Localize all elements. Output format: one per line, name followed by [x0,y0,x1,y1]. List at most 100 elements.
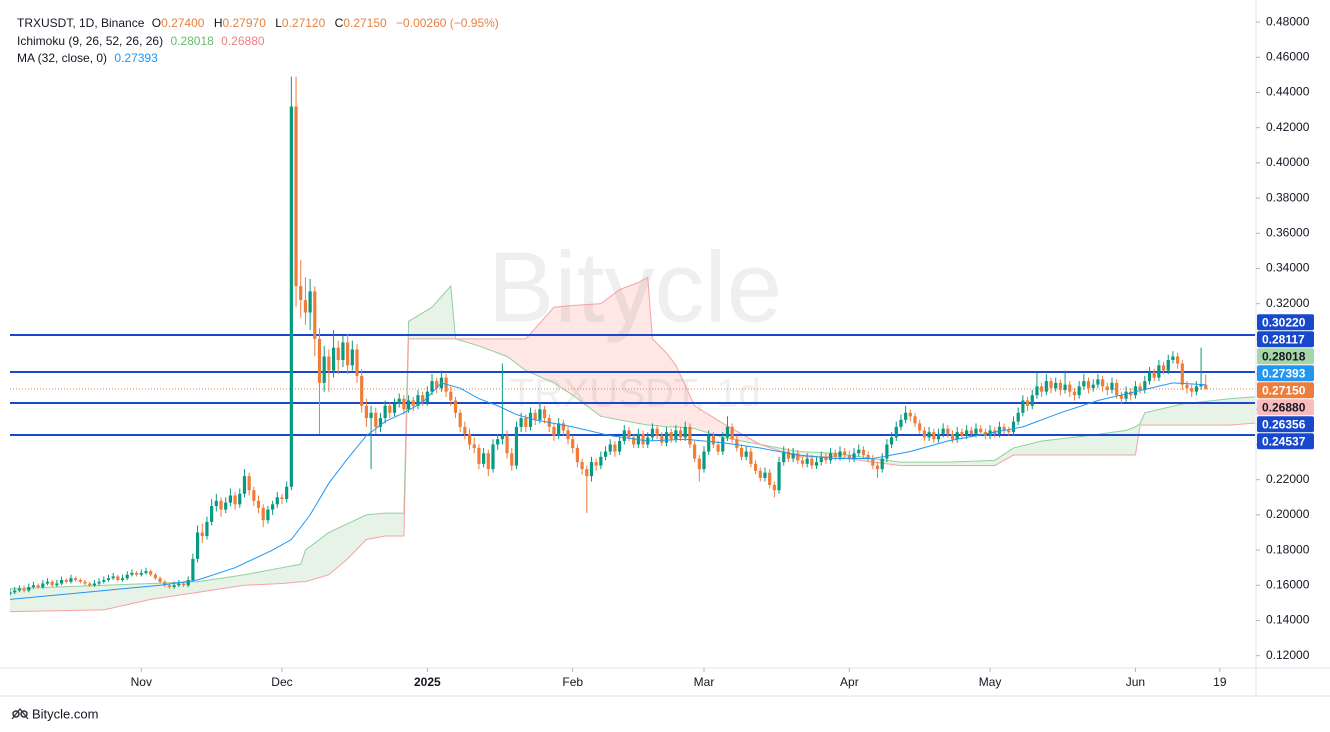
candle-body [697,458,701,470]
candle-body [322,356,326,383]
candle-body [41,583,45,588]
candle-body [589,462,594,477]
cloud-fill [10,585,104,612]
candle-body [369,412,373,419]
candle-body [411,400,415,406]
y-tick-label: 0.46000 [1266,49,1310,63]
candle-body [580,462,584,470]
candle-body [932,432,936,440]
indicator-name: MA (32, close, 0) [17,51,108,65]
candle-body [392,404,397,413]
candle-body [524,418,528,427]
candle-body [1030,395,1034,406]
candle-body [725,426,730,438]
candle-body [688,426,692,445]
y-tick-label: 0.36000 [1266,225,1310,239]
candle-body [847,455,851,459]
candle-body [83,581,87,584]
y-tick-label: 0.44000 [1266,85,1310,99]
candle-body [1049,381,1053,389]
candle-body [341,342,345,360]
price-tag-label: 0.30220 [1262,315,1306,329]
cloud-fill [366,513,386,540]
candle-body [1002,426,1006,431]
candle-body [327,356,331,371]
candle-body [674,430,678,440]
candle-body [805,458,809,464]
candle-body [1058,382,1062,390]
price-tag-label: 0.26880 [1262,400,1306,414]
candle-body [378,418,383,427]
time-axis: Nov Dec 2025 Feb Mar Apr May Jun 19 [131,668,1227,689]
candle-body [177,583,181,586]
candle-body [707,435,711,452]
candle-body [899,419,903,427]
price-tag [1257,331,1314,348]
candle-body [791,453,795,459]
candle-body [1124,391,1128,399]
cloud-fill [1182,398,1230,426]
candle-body [500,435,504,440]
price-tag [1257,382,1314,399]
candle-body [599,456,603,466]
candle-body [191,558,195,580]
candle-body [777,462,781,491]
candle-body [120,578,125,580]
candle-body [144,571,148,573]
candle-body [1129,391,1133,396]
candle-body [458,412,462,427]
candle-body [721,437,725,452]
candle-body [711,435,715,445]
candle-body [1138,386,1142,390]
y-tick-label: 0.48000 [1266,14,1310,28]
cloud-fill [305,532,329,582]
candle-body [1119,395,1123,399]
candle-body [1021,400,1025,413]
candle-body [64,580,68,582]
candle-body [533,412,537,420]
candle-body [1176,356,1180,364]
candle-body [491,444,495,470]
candle-body [669,432,673,440]
candle-body [1072,391,1077,396]
ma-value: 0.27393 [114,51,158,65]
candle-body [627,430,631,438]
cloud-fill [244,567,282,586]
candle-body [749,451,753,464]
cloud-fill [281,564,301,584]
candle-body [336,347,340,360]
candle-body [585,469,589,477]
ohlc-key: O [151,16,162,30]
candle-body [308,291,312,313]
candle-body [416,395,420,406]
cloud-fill [652,338,667,427]
candle-body [782,451,786,463]
candle-body [74,578,78,580]
cloud-fill [994,448,1014,466]
candle-body [163,581,167,586]
candle-body [195,532,200,559]
candle-body [317,338,322,383]
cloud-fill [1126,426,1136,456]
candle-body [280,497,284,500]
candle-body [360,375,364,406]
candle-body [1100,379,1105,387]
candle-body [31,585,36,588]
candle-body [786,451,791,459]
candle-body [768,472,772,485]
candle-body [135,572,139,575]
candle-body [200,532,204,536]
candle-body [894,426,898,438]
y-tick-label: 0.32000 [1266,296,1310,310]
cloud-fill [432,286,451,339]
candle-body [186,580,190,586]
candle-body [299,286,303,301]
candle-body [603,451,608,457]
candle-body [739,448,744,457]
candle-body [861,449,866,456]
candle-body [69,578,73,582]
price-tag-label: 0.24537 [1262,434,1306,448]
legend-ohlc: TRXUSDT, 1D, Binance O0.27400 H0.27970 L… [17,16,505,30]
candle-body [238,493,242,505]
candle-body [693,444,697,459]
